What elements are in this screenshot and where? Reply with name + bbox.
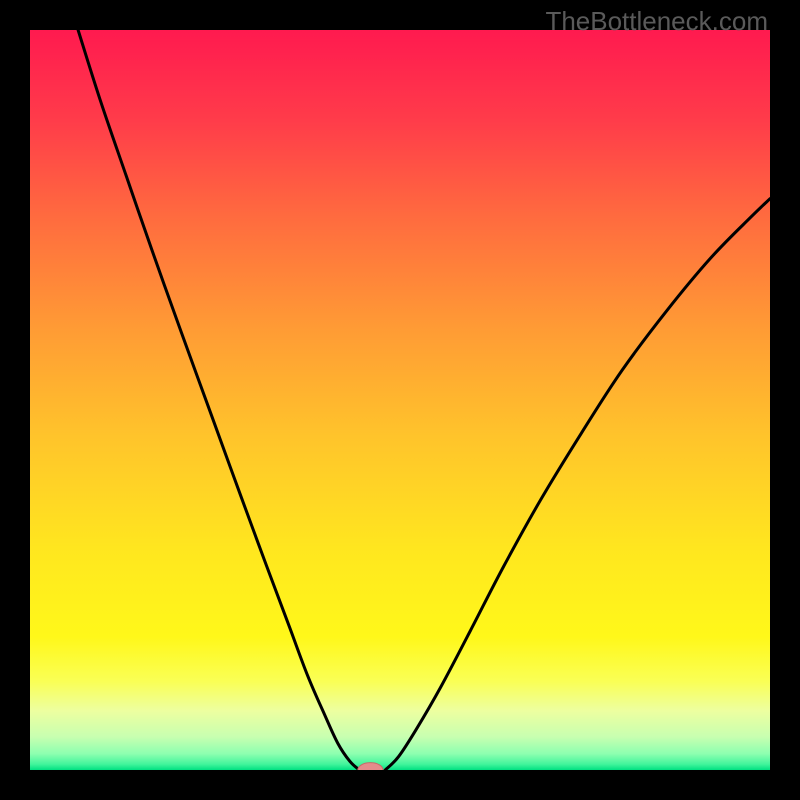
- watermark-text: TheBottleneck.com: [545, 6, 768, 37]
- gradient-background: [30, 30, 770, 770]
- plot-area: [30, 30, 770, 770]
- bottleneck-curve-chart: [30, 30, 770, 770]
- chart-container: TheBottleneck.com: [0, 0, 800, 800]
